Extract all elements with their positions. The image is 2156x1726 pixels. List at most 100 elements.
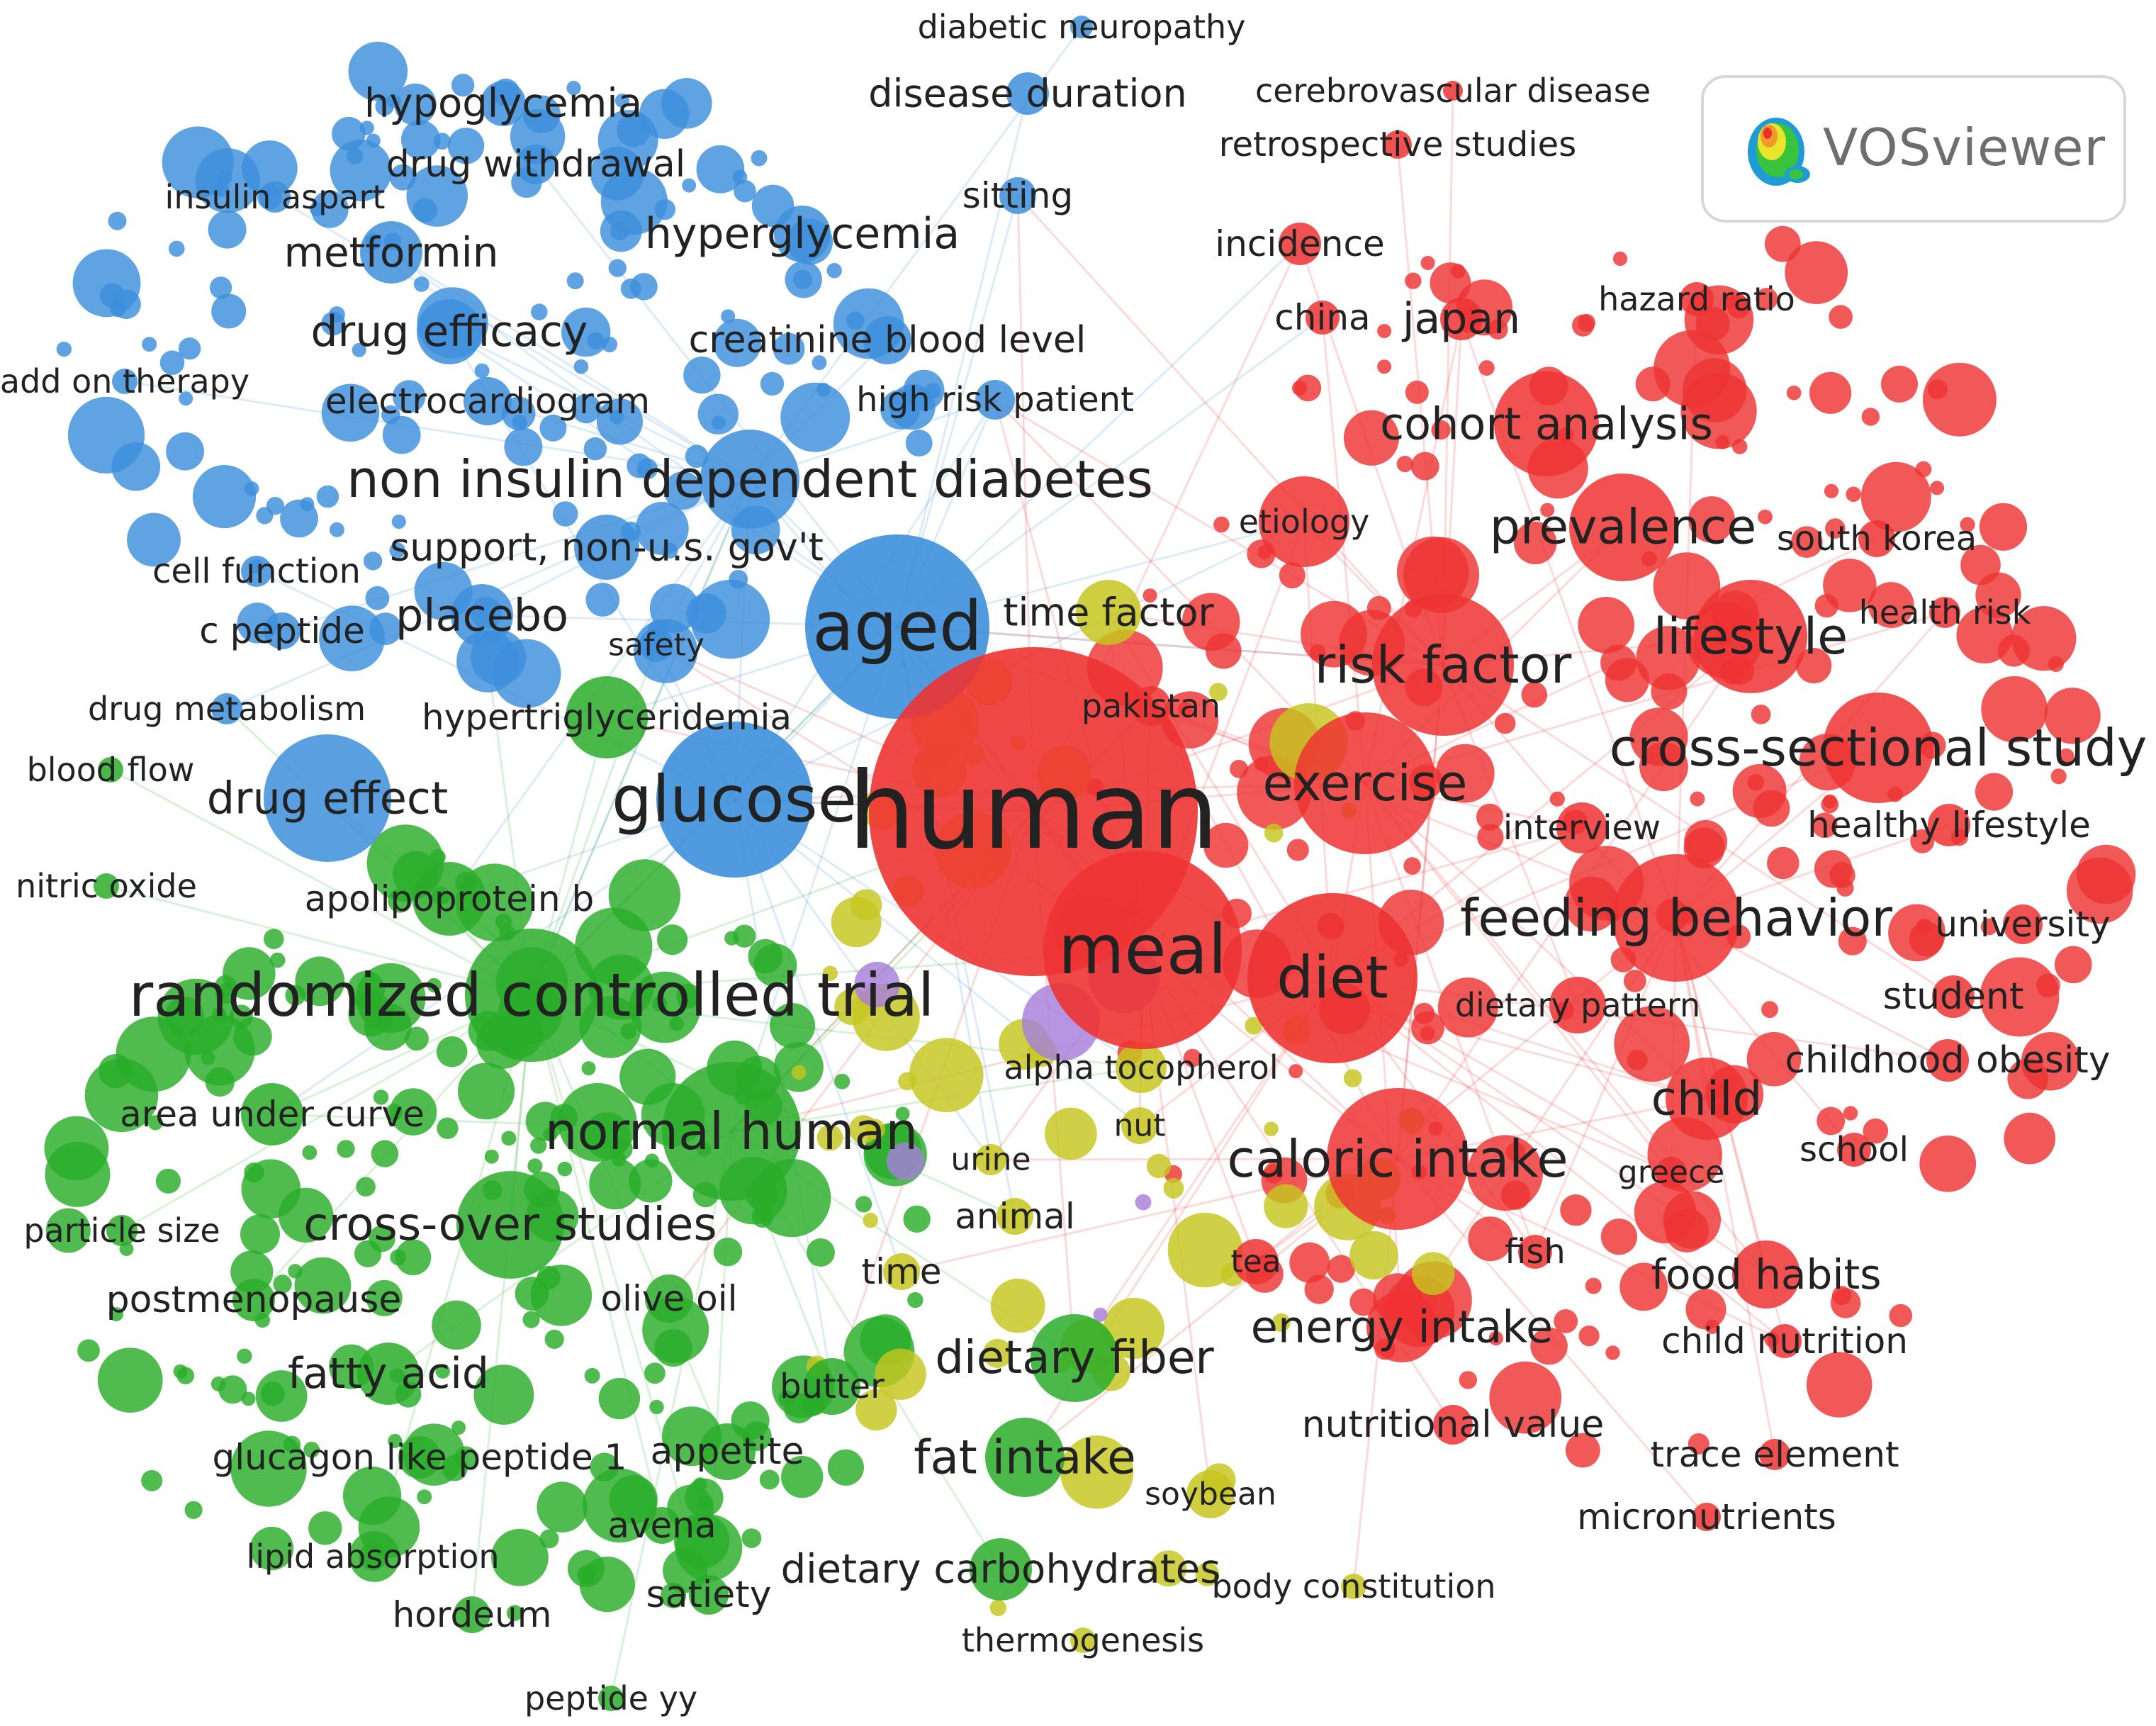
term-label-risk-factor[interactable]: risk factor [1315, 635, 1572, 695]
node-prevalence[interactable] [1569, 473, 1677, 581]
term-label-child[interactable]: child [1651, 1072, 1763, 1126]
term-label-nitric-oxide[interactable]: nitric oxide [16, 867, 197, 905]
term-label-drug-efficacy[interactable]: drug efficacy [310, 307, 588, 357]
term-label-peptide-yy[interactable]: peptide yy [524, 1679, 697, 1717]
node-hyperglycemia[interactable] [774, 206, 831, 262]
node-urine[interactable] [975, 1144, 1006, 1175]
node-diabetic-neuropathy[interactable] [1070, 16, 1093, 38]
node-risk-factor[interactable] [1372, 594, 1514, 736]
node-satiety[interactable] [689, 1575, 729, 1615]
term-label-cohort-analysis[interactable]: cohort analysis [1380, 398, 1713, 450]
node-drug-effect[interactable] [264, 734, 391, 862]
node-insulin-aspart[interactable] [259, 181, 291, 213]
term-label-placebo[interactable]: placebo [395, 590, 568, 641]
node-nut[interactable] [1121, 1107, 1158, 1144]
term-label-pakistan[interactable]: pakistan [1082, 687, 1220, 725]
term-label-blood-flow[interactable]: blood flow [27, 751, 195, 789]
node-glucose[interactable] [656, 722, 812, 878]
term-label-area-under-curve[interactable]: area under curve [120, 1094, 425, 1135]
node-c-peptide[interactable] [264, 612, 301, 649]
node-nitric-oxide[interactable] [94, 873, 119, 899]
term-label-lipid-absorption[interactable]: lipid absorption [246, 1537, 499, 1576]
term-label-dietary-fiber[interactable]: dietary fiber [935, 1332, 1214, 1384]
term-label-electrocardiogram[interactable]: electrocardiogram [325, 381, 650, 422]
term-label-etiology[interactable]: etiology [1239, 503, 1370, 541]
term-label-food-habits[interactable]: food habits [1651, 1250, 1882, 1299]
term-label-drug-effect[interactable]: drug effect [207, 773, 449, 824]
node-butter[interactable] [804, 1358, 860, 1415]
term-label-apolipoprotein-b[interactable]: apolipoprotein b [305, 878, 594, 919]
node-sitting[interactable] [999, 177, 1036, 214]
node-cross-sectional-study[interactable] [1823, 693, 1933, 803]
node-aged[interactable] [805, 534, 989, 719]
term-label-aged[interactable]: aged [812, 587, 982, 666]
node-dietary-fiber[interactable] [1031, 1314, 1118, 1402]
node-avena[interactable] [644, 1507, 680, 1544]
term-label-healthy-lifestyle[interactable]: healthy lifestyle [1807, 805, 2091, 846]
term-label-tea[interactable]: tea [1230, 1244, 1281, 1280]
term-label-drug-withdrawal[interactable]: drug withdrawal [386, 143, 685, 186]
term-label-animal[interactable]: animal [955, 1196, 1074, 1237]
node-dietary-pattern[interactable] [1549, 977, 1606, 1033]
node-energy-intake[interactable] [1366, 1291, 1437, 1362]
term-label-hypoglycemia[interactable]: hypoglycemia [364, 81, 642, 127]
node-feeding-behavior[interactable] [1612, 854, 1740, 982]
node-childhood-obesity[interactable] [1926, 1039, 1969, 1082]
term-label-randomized-controlled-trial[interactable]: randomized controlled trial [129, 960, 935, 1030]
term-label-caloric-intake[interactable]: caloric intake [1227, 1129, 1568, 1189]
node-normal-human[interactable] [662, 1062, 801, 1201]
term-label-retrospective-studies[interactable]: retrospective studies [1219, 125, 1576, 164]
node-cross-over-studies[interactable] [456, 1171, 564, 1279]
node-tea[interactable] [1233, 1239, 1279, 1284]
node-area-under-curve[interactable] [241, 1083, 303, 1145]
term-label-olive-oil[interactable]: olive oil [601, 1278, 738, 1319]
node-japan[interactable] [1440, 298, 1483, 340]
term-label-support-non-us[interactable]: support, non-u.s. gov't [390, 525, 824, 570]
node-cohort-analysis[interactable] [1494, 371, 1599, 476]
node-micronutrients[interactable] [1692, 1503, 1721, 1531]
term-label-add-on-therapy[interactable]: add on therapy [0, 362, 249, 400]
node-hazard-ratio[interactable] [1680, 282, 1714, 316]
term-label-insulin-aspart[interactable]: insulin aspart [165, 178, 386, 216]
node-drug-withdrawal[interactable] [516, 145, 556, 184]
node-olive-oil[interactable] [645, 1274, 693, 1323]
node-health-risk[interactable] [1929, 597, 1960, 628]
node-fatty-acid[interactable] [357, 1343, 420, 1405]
node-disease-duration[interactable] [1006, 72, 1049, 115]
node-university[interactable] [2003, 904, 2043, 944]
term-label-hyperglycemia[interactable]: hyperglycemia [645, 209, 960, 259]
node-time[interactable] [883, 1253, 920, 1290]
term-label-nut[interactable]: nut [1113, 1108, 1165, 1144]
node-add-on-therapy[interactable] [112, 369, 137, 394]
term-label-safety[interactable]: safety [608, 627, 704, 663]
node-lifestyle[interactable] [1694, 580, 1807, 693]
term-label-glucose[interactable]: glucose [612, 763, 857, 837]
node-fat-intake[interactable] [985, 1418, 1065, 1497]
term-label-childhood-obesity[interactable]: childhood obesity [1785, 1039, 2110, 1082]
term-label-metformin[interactable]: metformin [283, 228, 498, 276]
term-label-exercise[interactable]: exercise [1263, 754, 1468, 812]
term-label-fat-intake[interactable]: fat intake [914, 1430, 1136, 1485]
node-drug-efficacy[interactable] [417, 299, 482, 364]
term-label-thermogenesis[interactable]: thermogenesis [962, 1621, 1204, 1659]
term-label-normal-human[interactable]: normal human [545, 1102, 918, 1161]
term-label-meal[interactable]: meal [1058, 910, 1227, 990]
term-label-hypertriglyceridemia[interactable]: hypertriglyceridemia [422, 697, 792, 738]
term-label-glucagon-like-peptide-1[interactable]: glucagon like peptide 1 [213, 1437, 627, 1478]
term-label-university[interactable]: university [1935, 904, 2110, 945]
node-apolipoprotein-b[interactable] [412, 862, 486, 936]
node-cerebrovascular-disease[interactable] [1443, 81, 1463, 101]
term-label-urine[interactable]: urine [950, 1142, 1031, 1178]
node-drug-metabolism[interactable] [211, 693, 242, 724]
term-label-cross-over-studies[interactable]: cross-over studies [303, 1199, 717, 1251]
node-safety[interactable] [639, 628, 673, 662]
term-label-sitting[interactable]: sitting [962, 175, 1073, 216]
term-label-body-constitution[interactable]: body constitution [1211, 1567, 1495, 1605]
node-food-habits[interactable] [1732, 1240, 1800, 1308]
node-metformin[interactable] [360, 221, 422, 284]
node-nutritional-value[interactable] [1433, 1405, 1473, 1445]
node-child[interactable] [1666, 1058, 1748, 1140]
term-label-energy-intake[interactable]: energy intake [1251, 1301, 1553, 1353]
term-label-child-nutrition[interactable]: child nutrition [1661, 1321, 1908, 1362]
term-label-trace-element[interactable]: trace element [1650, 1434, 1899, 1475]
